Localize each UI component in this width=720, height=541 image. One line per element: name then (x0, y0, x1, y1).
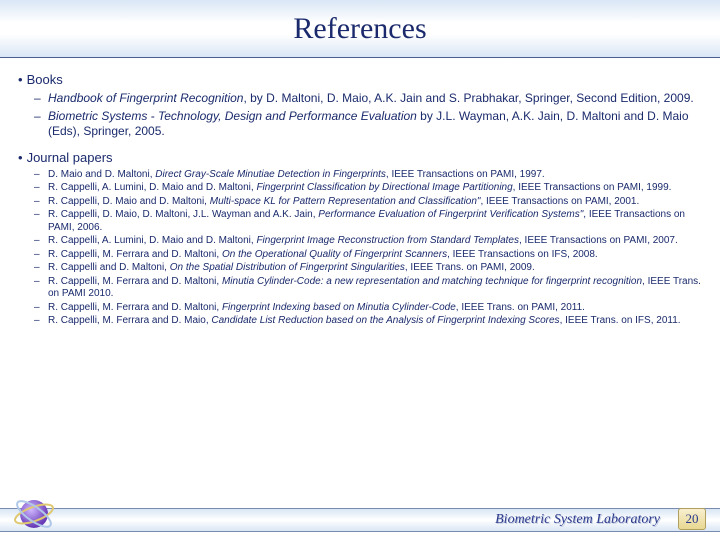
list-item: R. Cappelli, M. Ferrara and D. Maltoni, … (38, 249, 702, 262)
logo-icon (12, 492, 56, 536)
paper-post: , IEEE Transactions on PAMI, 1999. (513, 182, 672, 193)
list-item: R. Cappelli, M. Ferrara and D. Maltoni, … (38, 276, 702, 301)
book-title: Handbook of Fingerprint Recognition (48, 91, 243, 105)
page-number-text: 20 (686, 511, 699, 527)
paper-pre: R. Cappelli, D. Maio, D. Maltoni, J.L. W… (48, 209, 318, 220)
list-item: D. Maio and D. Maltoni, Direct Gray-Scal… (38, 169, 702, 182)
footer: Biometric System Laboratory 20 (0, 500, 720, 540)
paper-pre: R. Cappelli, A. Lumini, D. Maio and D. M… (48, 235, 256, 246)
paper-title: Multi-space KL for Pattern Representatio… (210, 196, 481, 207)
paper-pre: R. Cappelli, M. Ferrara and D. Maltoni, (48, 302, 222, 313)
paper-post: , IEEE Transactions on IFS, 2008. (447, 249, 598, 260)
paper-post: , IEEE Transactions on PAMI, 2001. (480, 196, 639, 207)
page-number: 20 (678, 508, 706, 530)
books-heading-text: Books (27, 72, 63, 87)
paper-post: , IEEE Transactions on PAMI, 2007. (519, 235, 678, 246)
books-heading: • Books (18, 72, 702, 87)
paper-post: , IEEE Trans. on PAMI, 2011. (456, 302, 585, 313)
papers-heading: • Journal papers (18, 150, 702, 165)
bullet-icon: • (18, 72, 23, 87)
list-item: R. Cappelli, D. Maio and D. Maltoni, Mul… (38, 196, 702, 209)
paper-title: Candidate List Reduction based on the An… (211, 315, 559, 326)
list-item: Biometric Systems - Technology, Design a… (38, 109, 702, 140)
paper-post: , IEEE Trans. on IFS, 2011. (560, 315, 681, 326)
paper-title: Fingerprint Classification by Directiona… (256, 182, 512, 193)
paper-title: Performance Evaluation of Fingerprint Ve… (318, 209, 583, 220)
paper-title: Minutia Cylinder-Code: a new representat… (222, 276, 642, 287)
list-item: R. Cappelli, D. Maio, D. Maltoni, J.L. W… (38, 209, 702, 234)
list-item: Handbook of Fingerprint Recognition, by … (38, 91, 702, 107)
books-list: Handbook of Fingerprint Recognition, by … (18, 91, 702, 140)
book-title: Biometric Systems - Technology, Design a… (48, 109, 417, 123)
paper-title: On the Operational Quality of Fingerprin… (222, 249, 447, 260)
papers-list: D. Maio and D. Maltoni, Direct Gray-Scal… (18, 169, 702, 328)
lab-name: Biometric System Laboratory (495, 512, 660, 528)
page-title: References (293, 12, 426, 46)
papers-heading-text: Journal papers (27, 150, 113, 165)
list-item: R. Cappelli and D. Maltoni, On the Spati… (38, 262, 702, 275)
title-bar: References (0, 0, 720, 58)
paper-title: Fingerprint Indexing based on Minutia Cy… (222, 302, 456, 313)
paper-post: , IEEE Trans. on PAMI, 2009. (405, 262, 535, 273)
paper-post: , IEEE Transactions on PAMI, 1997. (386, 169, 545, 180)
paper-pre: R. Cappelli and D. Maltoni, (48, 262, 170, 273)
paper-pre: D. Maio and D. Maltoni, (48, 169, 155, 180)
paper-title: Direct Gray-Scale Minutiae Detection in … (155, 169, 386, 180)
paper-pre: R. Cappelli, M. Ferrara and D. Maltoni, (48, 249, 222, 260)
paper-title: Fingerprint Image Reconstruction from St… (256, 235, 519, 246)
paper-pre: R. Cappelli, M. Ferrara and D. Maltoni, (48, 276, 222, 287)
list-item: R. Cappelli, M. Ferrara and D. Maltoni, … (38, 302, 702, 315)
paper-title: On the Spatial Distribution of Fingerpri… (170, 262, 405, 273)
footer-bar: Biometric System Laboratory (0, 508, 720, 532)
list-item: R. Cappelli, M. Ferrara and D. Maio, Can… (38, 315, 702, 328)
paper-pre: R. Cappelli, D. Maio and D. Maltoni, (48, 196, 210, 207)
content-area: • Books Handbook of Fingerprint Recogniti… (0, 58, 720, 328)
paper-pre: R. Cappelli, M. Ferrara and D. Maio, (48, 315, 211, 326)
paper-pre: R. Cappelli, A. Lumini, D. Maio and D. M… (48, 182, 256, 193)
book-rest: , by D. Maltoni, D. Maio, A.K. Jain and … (243, 91, 693, 105)
list-item: R. Cappelli, A. Lumini, D. Maio and D. M… (38, 182, 702, 195)
list-item: R. Cappelli, A. Lumini, D. Maio and D. M… (38, 235, 702, 248)
bullet-icon: • (18, 150, 23, 165)
